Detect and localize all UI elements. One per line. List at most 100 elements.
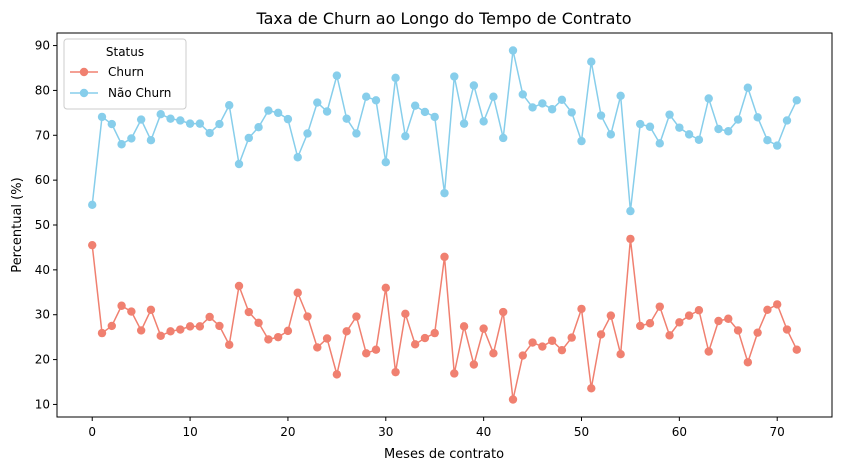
data-point-nao-churn xyxy=(577,136,586,146)
data-point-nao-churn xyxy=(107,119,116,129)
data-point-nao-churn xyxy=(587,57,596,66)
data-point-nao-churn xyxy=(410,101,420,110)
data-point-nao-churn xyxy=(381,157,390,167)
data-point-nao-churn xyxy=(420,107,430,117)
data-point-churn xyxy=(440,252,449,262)
data-point-churn xyxy=(645,319,655,328)
data-point-churn xyxy=(547,336,557,345)
x-tick-label: 20 xyxy=(280,425,295,439)
data-point-nao-churn xyxy=(117,140,126,149)
data-point-churn xyxy=(469,360,479,369)
data-point-nao-churn xyxy=(185,119,195,128)
data-point-churn xyxy=(508,395,518,404)
data-point-churn xyxy=(773,300,782,309)
x-tick-label: 0 xyxy=(88,425,96,439)
data-point-nao-churn xyxy=(371,96,381,105)
data-point-nao-churn xyxy=(596,111,606,120)
data-point-churn xyxy=(342,327,351,336)
data-point-nao-churn xyxy=(293,153,302,162)
y-tick-label: 30 xyxy=(35,308,50,322)
data-point-nao-churn xyxy=(332,71,342,80)
data-point-churn xyxy=(430,328,439,338)
data-point-churn xyxy=(704,347,713,356)
data-point-churn xyxy=(88,240,97,250)
data-point-nao-churn xyxy=(636,119,645,129)
data-point-churn xyxy=(518,351,527,360)
data-point-nao-churn xyxy=(567,108,576,117)
data-point-churn xyxy=(391,367,400,377)
data-point-churn xyxy=(107,321,116,331)
data-point-churn xyxy=(205,312,214,322)
y-tick-label: 50 xyxy=(35,218,50,232)
data-point-nao-churn xyxy=(176,116,185,125)
data-point-nao-churn xyxy=(469,81,479,90)
data-point-nao-churn xyxy=(655,139,664,148)
data-point-churn xyxy=(371,345,381,354)
data-point-churn xyxy=(352,312,361,321)
data-point-churn xyxy=(176,325,185,334)
data-point-churn xyxy=(753,328,762,337)
x-tick-label: 60 xyxy=(672,425,687,439)
data-point-churn xyxy=(587,384,596,393)
x-tick-label: 30 xyxy=(378,425,393,439)
data-point-churn xyxy=(567,333,576,342)
data-point-nao-churn xyxy=(273,108,283,118)
y-axis-label: Percentual (%) xyxy=(10,177,25,272)
data-point-churn xyxy=(166,327,175,336)
data-point-nao-churn xyxy=(528,103,537,112)
data-point-nao-churn xyxy=(342,114,351,123)
data-point-churn xyxy=(782,325,792,334)
data-point-nao-churn xyxy=(156,109,165,119)
data-point-churn xyxy=(694,306,704,315)
series-nao-churn xyxy=(88,46,801,216)
data-point-nao-churn xyxy=(244,133,253,143)
legend-marker-nao-churn xyxy=(79,88,89,98)
data-point-churn xyxy=(254,318,263,327)
data-point-nao-churn xyxy=(714,124,723,134)
data-point-nao-churn xyxy=(557,95,567,105)
data-point-churn xyxy=(420,333,430,343)
y-tick-label: 90 xyxy=(35,39,50,53)
data-point-churn xyxy=(675,318,684,327)
data-point-nao-churn xyxy=(675,123,684,132)
data-point-nao-churn xyxy=(538,99,547,108)
data-point-nao-churn xyxy=(362,92,371,101)
data-point-nao-churn xyxy=(215,119,224,129)
data-point-nao-churn xyxy=(489,92,498,101)
data-point-nao-churn xyxy=(479,117,488,126)
legend: Status Churn Não Churn xyxy=(63,38,187,110)
data-point-churn xyxy=(655,302,664,311)
data-point-churn xyxy=(459,322,469,331)
data-point-churn xyxy=(225,340,234,349)
series-churn xyxy=(88,234,801,404)
y-tick-label: 80 xyxy=(35,83,50,97)
data-point-nao-churn xyxy=(606,130,616,139)
legend-title: Status xyxy=(106,45,144,59)
data-point-nao-churn xyxy=(459,119,469,128)
data-point-nao-churn xyxy=(430,112,439,122)
data-point-churn xyxy=(117,301,126,310)
data-point-nao-churn xyxy=(508,46,518,55)
data-point-churn xyxy=(626,234,635,244)
data-point-churn xyxy=(293,288,302,297)
data-point-nao-churn xyxy=(136,115,146,124)
data-point-churn xyxy=(616,349,625,359)
data-point-churn xyxy=(410,340,420,349)
data-point-nao-churn xyxy=(626,206,635,216)
data-point-nao-churn xyxy=(684,130,694,139)
data-point-churn xyxy=(303,312,312,321)
y-tick-label: 10 xyxy=(35,397,50,411)
data-point-nao-churn xyxy=(283,114,293,124)
data-point-nao-churn xyxy=(352,129,361,138)
data-point-nao-churn xyxy=(753,113,762,122)
x-axis-label: Meses de contrato xyxy=(384,447,504,462)
data-point-churn xyxy=(528,338,537,347)
data-point-nao-churn xyxy=(645,122,655,131)
data-point-nao-churn xyxy=(264,106,273,115)
ticks-layer: 0 10 20 30 40 50 60 70 10 20 30 40 50 60 70 80 90 xyxy=(35,39,785,439)
data-point-churn xyxy=(215,321,224,331)
series-layer xyxy=(88,46,801,404)
data-point-nao-churn xyxy=(234,159,244,169)
data-point-churn xyxy=(596,330,606,339)
